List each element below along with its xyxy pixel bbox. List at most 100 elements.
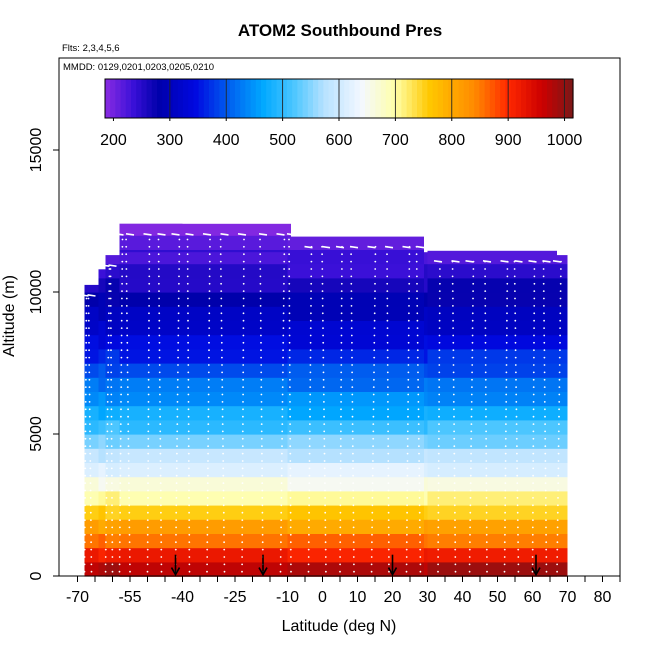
sample-point	[83, 563, 86, 566]
sample-point	[472, 282, 475, 285]
sample-point	[159, 460, 162, 462]
sample-point	[556, 526, 559, 529]
sample-point	[280, 482, 283, 484]
sample-point	[222, 474, 225, 477]
cruise-segment	[101, 264, 110, 267]
sample-point	[406, 430, 409, 433]
sample-point	[241, 556, 244, 558]
sample-point	[109, 290, 112, 292]
sample-point	[437, 556, 439, 558]
sample-point	[147, 349, 150, 352]
sample-point	[308, 460, 311, 462]
sample-point	[471, 319, 474, 322]
sample-point	[188, 533, 191, 536]
sample-point	[324, 548, 327, 551]
colorbar-swatch	[495, 79, 501, 118]
sample-point	[556, 570, 558, 573]
sample-point	[386, 378, 389, 381]
sample-point	[453, 423, 455, 425]
colorbar-swatch	[323, 79, 330, 118]
sample-point	[119, 482, 122, 484]
sample-point	[207, 364, 210, 366]
sample-point	[545, 570, 548, 573]
sample-point	[148, 245, 151, 248]
sample-point	[208, 305, 211, 307]
sample-point	[85, 341, 88, 344]
sample-point	[129, 563, 131, 566]
sample-point	[484, 341, 487, 344]
sample-point	[127, 393, 129, 396]
colorbar-swatch	[297, 79, 304, 118]
sample-point	[126, 334, 129, 337]
sample-point	[83, 541, 86, 544]
sample-point	[309, 401, 311, 403]
colorbar-swatch	[406, 79, 413, 118]
sample-point	[104, 570, 107, 573]
sample-point	[261, 489, 264, 492]
sample-point	[261, 533, 264, 536]
sample-point	[120, 401, 122, 403]
colorbar-swatch	[474, 79, 480, 118]
sample-point	[208, 282, 211, 285]
sample-point	[469, 474, 472, 477]
sample-point	[127, 415, 129, 418]
sample-point	[513, 282, 516, 285]
sample-point	[506, 297, 508, 300]
sample-point	[242, 312, 245, 315]
sample-point	[350, 334, 353, 337]
sample-point	[339, 548, 342, 551]
heatmap-cell	[287, 391, 424, 407]
sample-point	[105, 511, 108, 514]
sample-point	[175, 460, 178, 462]
sample-point	[159, 437, 162, 440]
sample-point	[111, 511, 113, 514]
sample-point	[559, 297, 562, 300]
sample-point	[340, 327, 343, 329]
sample-point	[260, 371, 263, 374]
sample-point	[188, 489, 190, 492]
sample-point	[439, 275, 441, 278]
sample-point	[121, 260, 124, 263]
heatmap-cell	[427, 334, 557, 350]
sample-point	[88, 386, 91, 388]
colorbar-swatch	[375, 79, 382, 118]
sample-point	[373, 378, 375, 381]
sample-point	[241, 467, 244, 470]
sample-point	[110, 386, 113, 388]
sample-point	[90, 519, 92, 521]
sample-point	[533, 319, 535, 322]
colorbar-tick-label: 1000	[547, 132, 583, 149]
sample-point	[470, 430, 473, 433]
sample-point	[241, 511, 244, 514]
sample-point	[406, 467, 409, 470]
sample-point	[516, 474, 519, 477]
sample-point	[452, 327, 454, 329]
sample-point	[324, 533, 327, 536]
sample-point	[310, 290, 312, 292]
heatmap-cell	[427, 263, 557, 279]
sample-point	[472, 275, 475, 278]
sample-point	[127, 474, 130, 477]
sample-point	[157, 245, 160, 248]
sample-point	[533, 305, 536, 307]
sample-point	[119, 497, 122, 499]
sample-point	[558, 356, 561, 359]
sample-point	[373, 356, 376, 359]
sample-point	[221, 349, 223, 352]
sample-point	[88, 341, 90, 344]
sample-point	[159, 423, 162, 425]
sample-point	[308, 533, 310, 536]
heatmap-cell	[427, 419, 557, 435]
sample-point	[187, 356, 190, 359]
heatmap-cell	[287, 377, 424, 392]
sample-point	[405, 541, 408, 544]
sample-point	[206, 570, 208, 573]
sample-point	[417, 393, 420, 396]
sample-point	[438, 408, 440, 411]
sample-point	[242, 297, 245, 300]
sample-point	[309, 408, 311, 411]
sample-point	[260, 364, 263, 366]
sample-point	[437, 497, 440, 499]
x-tick-label: 40	[454, 589, 472, 606]
